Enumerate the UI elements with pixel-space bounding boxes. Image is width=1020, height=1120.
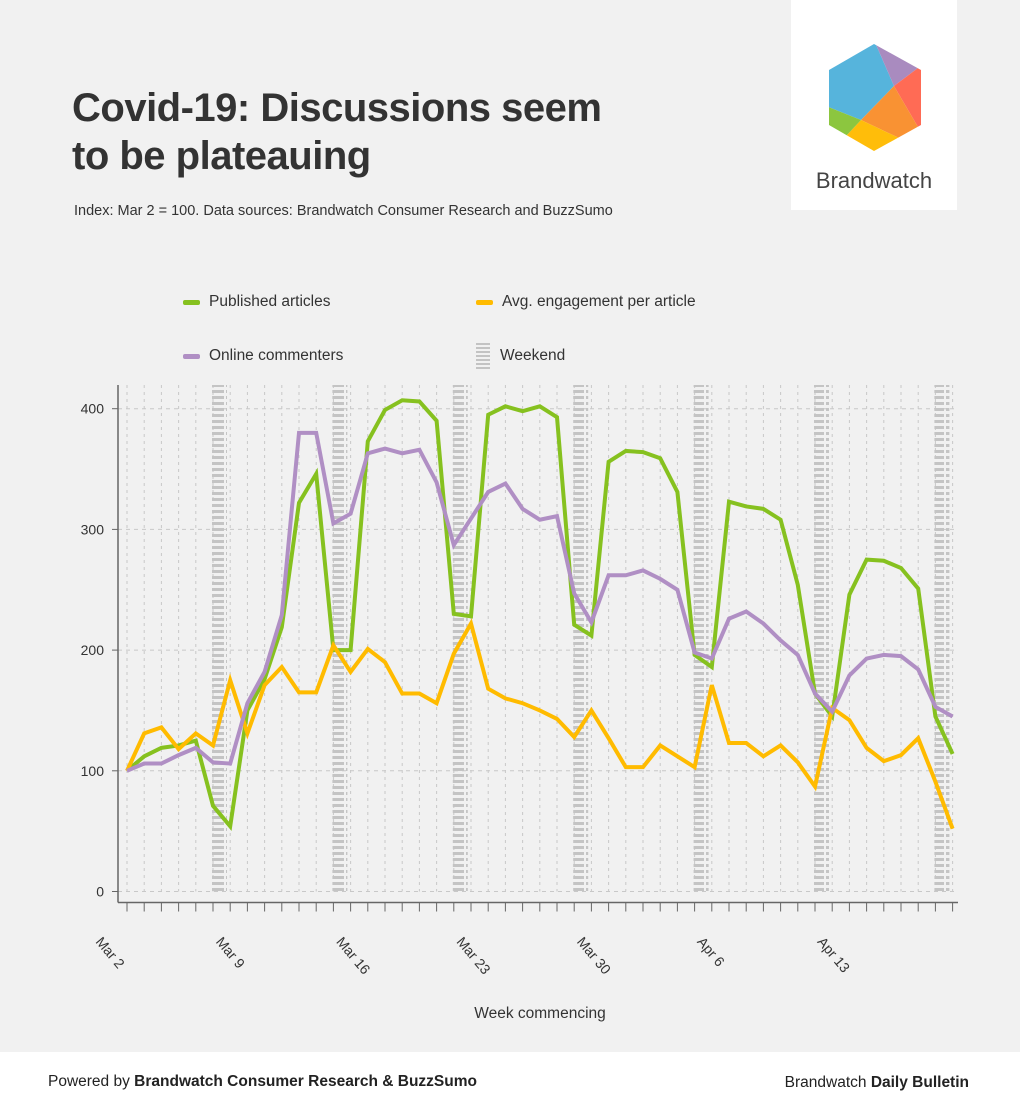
weekend-band [814,385,829,892]
footer-publication: Brandwatch Daily Bulletin [785,1074,969,1092]
y-tick-label: 0 [96,884,104,900]
legend-swatch [183,299,200,305]
x-tick-label: Mar 9 [213,934,248,972]
y-tick-label: 200 [81,642,105,658]
footer: Powered by Brandwatch Consumer Research … [0,1052,1020,1120]
footer-credit-prefix: Powered by [48,1073,135,1090]
x-tick-label: Mar 30 [574,934,614,978]
legend-swatch [183,353,200,359]
legend-item-published: Published articles [183,293,330,311]
weekend-swatch [476,343,490,369]
weekend-band [934,385,950,892]
legend-item-commenters: Online commenters [183,347,343,365]
brand-logo: Brandwatch [791,0,957,210]
footer-publication-prefix: Brandwatch [784,1074,871,1091]
x-tick-label: Apr 6 [694,934,728,970]
legend-label: Avg. engagement per article [502,293,696,310]
x-tick-label: Apr 13 [815,934,854,976]
weekend-band [332,385,348,892]
x-tick-label: Mar 16 [333,934,373,978]
grid [118,385,958,892]
footer-credit: Powered by Brandwatch Consumer Research … [48,1073,477,1091]
weekend-band [573,385,589,892]
logo-text: Brandwatch [815,168,933,193]
weekend-band [693,385,709,892]
chart-title: Covid-19: Discussions seem to be plateau… [72,86,602,178]
legend-label: Online commenters [209,347,344,364]
weekend-band [452,385,468,892]
brandwatch-hexagon-icon [829,44,921,151]
x-tick-label: Mar 23 [454,934,494,978]
footer-publication-name: Daily Bulletin [870,1074,969,1091]
chart-subtitle: Index: Mar 2 = 100. Data sources: Brandw… [74,203,613,219]
y-tick-label: 300 [81,521,105,537]
axes [112,385,958,912]
y-tick-label: 400 [81,401,105,417]
footer-credit-sources: Brandwatch Consumer Research & BuzzSumo [134,1073,477,1090]
legend-label: Weekend [500,347,566,364]
weekend-bands [212,385,950,892]
legend-label: Published articles [209,293,331,310]
y-tick-label: 100 [81,763,105,779]
series-lines [125,398,955,832]
legend-item-weekend: Weekend [476,343,565,369]
legend-item-engagement: Avg. engagement per article [476,293,696,311]
legend-swatch [476,299,493,305]
x-axis-title: Week commencing [474,1005,606,1022]
x-tick-label: Mar 2 [93,934,128,972]
